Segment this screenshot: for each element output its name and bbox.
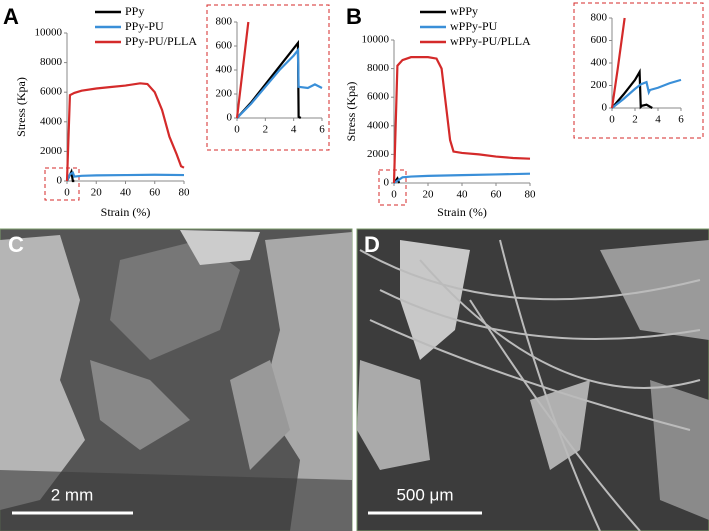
scale-label: 2 mm <box>51 485 94 504</box>
data-line <box>65 82 185 182</box>
data-line <box>611 78 682 109</box>
scale-label: 500 μm <box>396 485 453 504</box>
x-tick-label: 60 <box>149 187 161 199</box>
legend-label: wPPy <box>450 4 478 18</box>
x-tick-label: 0 <box>234 124 240 136</box>
data-line <box>235 21 250 119</box>
x-tick-label: 40 <box>457 189 469 201</box>
y-tick-label: 8000 <box>40 56 63 68</box>
texture <box>110 240 240 360</box>
y-tick-label: 0 <box>602 102 608 114</box>
y-tick-label: 800 <box>591 12 608 24</box>
y-tick-label: 4000 <box>40 115 63 127</box>
x-tick-label: 40 <box>120 187 132 199</box>
y-tick-label: 6000 <box>40 86 63 98</box>
x-tick-label: 0 <box>609 114 615 126</box>
x-tick-label: 80 <box>525 189 537 201</box>
data-line <box>610 17 626 109</box>
y-tick-label: 600 <box>591 34 608 46</box>
x-axis-label: Strain (%) <box>101 205 151 219</box>
panel-label: D <box>364 232 380 257</box>
y-tick-label: 400 <box>591 57 608 69</box>
legend-label: wPPy-PU <box>450 19 498 33</box>
zoom-box <box>44 167 80 201</box>
texture <box>0 235 85 510</box>
panel-label: A <box>3 4 19 29</box>
texture <box>530 380 590 470</box>
legend-label: PPy-PU/PLLA <box>125 34 197 48</box>
texture <box>0 470 352 531</box>
x-tick-label: 2 <box>263 124 269 136</box>
x-tick-label: 20 <box>423 189 435 201</box>
data-line <box>65 171 185 182</box>
texture <box>400 240 470 360</box>
y-tick-label: 200 <box>216 88 233 100</box>
texture <box>262 232 352 531</box>
texture <box>650 380 709 520</box>
fiber <box>359 239 701 531</box>
sem-image: D 500 μm <box>356 228 709 531</box>
data-line <box>392 56 531 184</box>
y-axis-label: Stress (Kpa) <box>14 77 28 137</box>
y-tick-label: 8000 <box>367 62 390 74</box>
legend-label: wPPy-PU/PLLA <box>450 34 531 48</box>
x-tick-label: 20 <box>91 187 103 199</box>
y-tick-label: 0 <box>227 112 233 124</box>
y-tick-label: 2000 <box>367 148 390 160</box>
panel-label: B <box>346 4 362 29</box>
y-tick-label: 10000 <box>35 27 63 39</box>
data-line <box>236 47 323 119</box>
y-axis-label: Stress (Kpa) <box>344 82 358 142</box>
texture <box>180 230 260 265</box>
zoom-box <box>378 169 407 206</box>
x-axis-label: Strain (%) <box>437 205 487 219</box>
data-line <box>393 172 531 184</box>
sem-image: C 2 mm <box>0 228 353 531</box>
x-tick-label: 4 <box>655 114 661 126</box>
y-tick-label: 6000 <box>367 91 390 103</box>
texture <box>90 360 190 450</box>
x-tick-label: 0 <box>391 189 397 201</box>
y-tick-label: 2000 <box>40 145 63 157</box>
x-tick-label: 6 <box>319 124 325 136</box>
data-line <box>611 68 653 110</box>
x-tick-label: 2 <box>632 114 638 126</box>
y-tick-label: 10000 <box>362 34 390 46</box>
x-tick-label: 0 <box>64 187 70 199</box>
y-tick-label: 800 <box>216 16 233 28</box>
x-tick-label: 80 <box>179 187 191 199</box>
x-tick-label: 6 <box>678 114 684 126</box>
x-tick-label: 60 <box>491 189 503 201</box>
texture <box>357 360 430 470</box>
y-tick-label: 600 <box>216 40 233 52</box>
legend-label: PPy-PU <box>125 19 164 33</box>
inset-frame <box>573 2 704 139</box>
y-tick-label: 200 <box>591 79 608 91</box>
panel-label: C <box>8 232 24 257</box>
y-tick-label: 4000 <box>367 119 390 131</box>
texture <box>230 360 290 470</box>
y-tick-label: 0 <box>384 177 390 189</box>
legend-label: PPy <box>125 4 144 18</box>
x-tick-label: 4 <box>291 124 297 136</box>
y-tick-label: 400 <box>216 64 233 76</box>
y-tick-label: 0 <box>57 175 63 187</box>
